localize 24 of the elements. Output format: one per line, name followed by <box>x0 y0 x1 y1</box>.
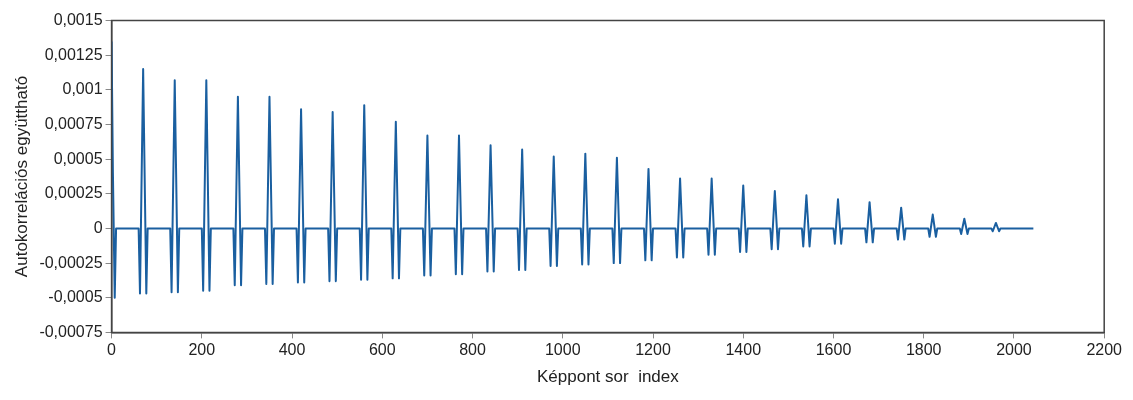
y-tick-label: 0,0005 <box>53 149 103 167</box>
x-tick-label: 1000 <box>544 341 581 359</box>
x-tick-label: 600 <box>368 341 396 359</box>
x-tick-label: 2000 <box>996 341 1032 359</box>
x-tick-label: 1400 <box>725 341 762 359</box>
y-axis-title: Autokorrelációs együttható <box>11 75 31 278</box>
y-tick-label: -0,00075 <box>39 322 103 340</box>
x-tick-label: 1800 <box>905 341 942 359</box>
x-axis-title: Képpont sor index <box>537 367 680 387</box>
y-tick-label: 0,0015 <box>53 11 103 29</box>
x-tick-label: 0 <box>107 341 117 359</box>
x-tick-label: 2200 <box>1086 341 1123 359</box>
x-tick-label: 400 <box>278 341 306 359</box>
y-tick-label: 0,00075 <box>44 114 103 132</box>
y-tick-label: 0,00125 <box>44 45 103 63</box>
y-tick-label: 0,00025 <box>44 184 103 202</box>
x-tick-label: 1600 <box>815 341 852 359</box>
y-tick-label: 0,001 <box>62 80 103 98</box>
x-tick-label: 1200 <box>635 341 671 359</box>
x-tick-label: 200 <box>188 341 216 359</box>
y-tick-label: -0,0005 <box>48 288 103 306</box>
y-tick-label: 0 <box>93 218 103 236</box>
y-tick-label: -0,00025 <box>39 253 103 271</box>
x-tick-label: 800 <box>459 341 486 359</box>
